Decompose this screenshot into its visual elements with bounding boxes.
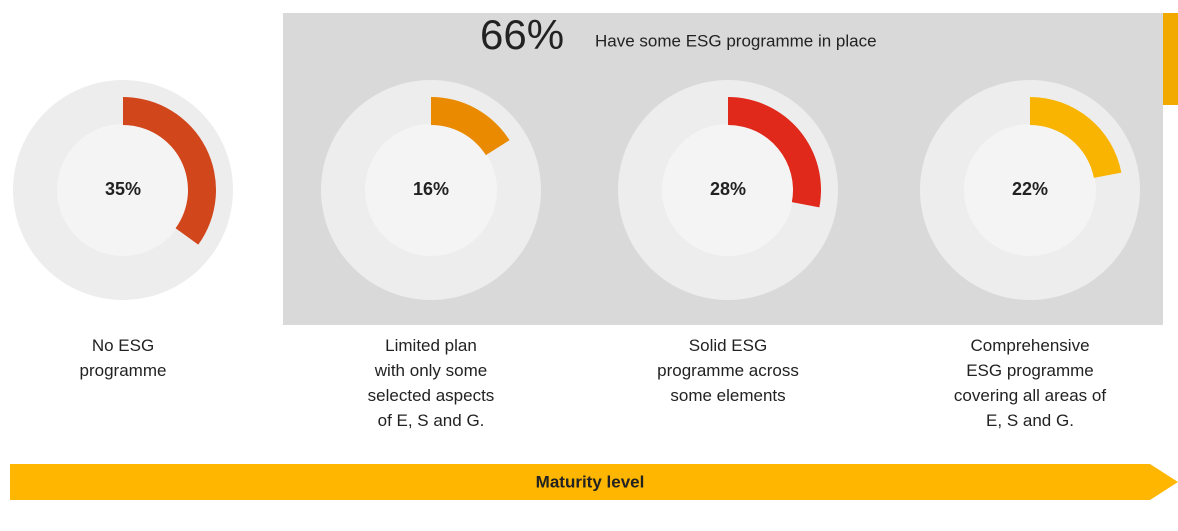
value-label: 35% (105, 179, 141, 199)
donut-arc (728, 97, 821, 208)
donut-center (662, 124, 794, 256)
category-label: Limited plan with only some selected asp… (367, 336, 495, 430)
donut-center (365, 124, 497, 256)
donut-center (964, 124, 1096, 256)
category-label: Comprehensive ESG programme covering all… (953, 336, 1107, 430)
annotation-text: Have some ESG programme in place (595, 31, 877, 50)
value-label: 16% (413, 179, 449, 199)
donut-center (57, 124, 189, 256)
donut-arc (1030, 97, 1122, 178)
accent-bar (1163, 13, 1178, 105)
category-label: No ESG programme (79, 336, 167, 380)
donut-arc (123, 97, 216, 245)
maturity-arrow (10, 464, 1178, 500)
annotation-value: 66% (480, 11, 564, 58)
value-label: 22% (1012, 179, 1048, 199)
donut-arc (431, 97, 510, 156)
axis-label: Maturity level (536, 472, 645, 491)
category-label: Solid ESG programme across some elements (657, 336, 799, 405)
value-label: 28% (710, 179, 746, 199)
